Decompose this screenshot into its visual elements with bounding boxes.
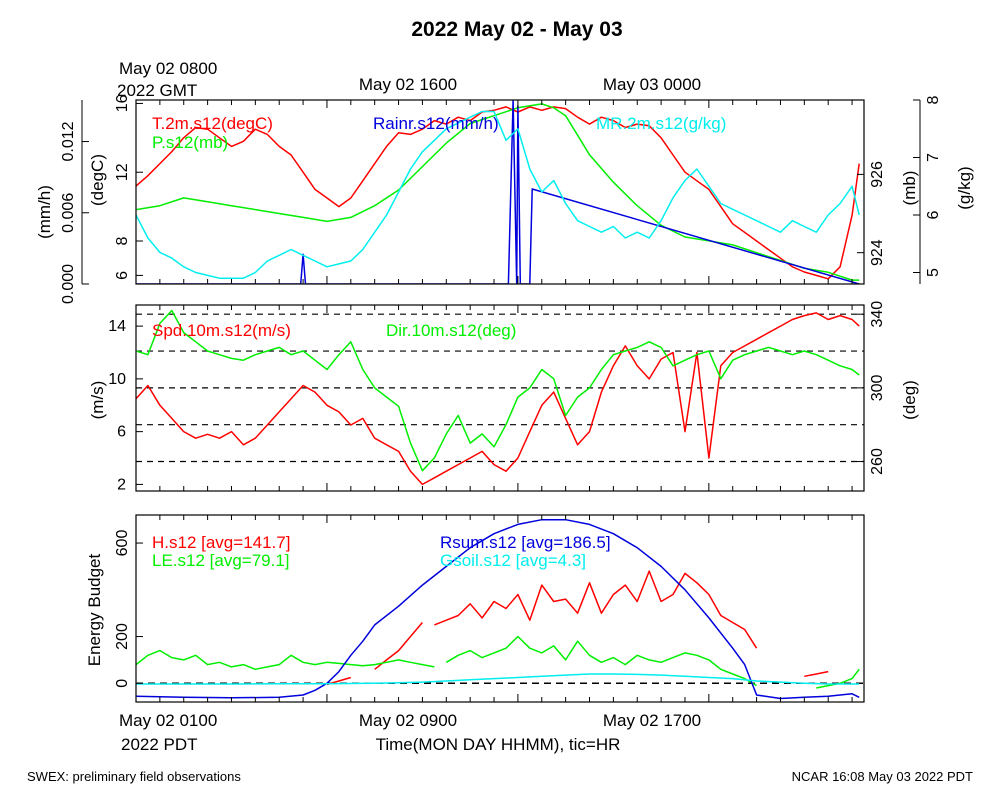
energy-tick-0: 0 — [114, 679, 131, 688]
rain-tick-0: 0.000 — [60, 264, 77, 304]
panel-frame-1 — [135, 304, 865, 492]
top-time-label-end: May 03 0000 — [603, 75, 701, 94]
mr-axis-label: (g/kg) — [955, 166, 974, 209]
legend-sensible-heat: H.s12 [avg=141.7] — [152, 533, 290, 552]
top-time-label-mid: May 02 1600 — [359, 75, 457, 94]
series-line-p3-1-seg-0 — [136, 649, 435, 671]
temp-tick-3: 16 — [114, 94, 131, 112]
energy-axis-label: Energy Budget — [85, 553, 104, 666]
rain-axis-label: (mm/h) — [35, 185, 54, 239]
dir-tick-2: 340 — [869, 301, 886, 328]
spd-tick-3: 14 — [108, 318, 126, 335]
energy-tick-2: 600 — [114, 530, 131, 557]
series-line-p1-2 — [136, 100, 860, 284]
mr-tick-0: 5 — [925, 268, 942, 277]
footer-left: SWEX: preliminary field observations — [27, 769, 241, 784]
series-line-p1-3 — [136, 110, 860, 279]
series-line-p1-0 — [136, 106, 860, 280]
x-axis-label: Time(MON DAY HHMM), tic=HR — [376, 735, 621, 754]
bottom-time-label-mid: May 02 0900 — [359, 711, 457, 730]
spd-tick-2: 10 — [108, 371, 126, 388]
legend-net-radiation: Rsum.s12 [avg=186.5] — [440, 533, 611, 552]
rain-tick-1: 0.006 — [60, 193, 77, 233]
spd-tick-0: 2 — [117, 476, 126, 493]
series-line-p3-0-seg-3 — [804, 670, 829, 678]
series-line-p3-3 — [136, 673, 860, 685]
top-time-label-start: May 02 0800 — [119, 59, 217, 78]
dir-axis-label: (deg) — [900, 380, 919, 420]
chart-title: 2022 May 02 - May 03 — [411, 18, 622, 41]
bottom-time-label-start: May 02 0100 — [119, 711, 217, 730]
legend-mixing-ratio: MR.2m.s12(g/kg) — [596, 114, 726, 133]
legend-pressure: P.s12(mb) — [152, 133, 228, 152]
series-line-p1-1 — [136, 103, 860, 281]
legend-wind-direction: Dir.10m.s12(deg) — [386, 321, 516, 340]
legend-latent-heat: LE.s12 [avg=79.1] — [152, 551, 290, 570]
rain-tick-2: 0.012 — [60, 121, 77, 161]
panel-bg-1 — [136, 305, 864, 491]
series-line-p3-2 — [136, 518, 860, 700]
footer-right: NCAR 16:08 May 03 2022 PDT — [792, 769, 973, 784]
series-line-p2-1 — [136, 309, 860, 472]
spd-tick-1: 6 — [117, 424, 126, 441]
temp-axis-label: (degC) — [88, 154, 107, 206]
data-series — [136, 100, 864, 700]
mr-tick-1: 6 — [925, 210, 942, 219]
panel-backgrounds — [136, 100, 864, 702]
series-line-p2-0 — [136, 312, 860, 486]
legend-rain-rate: Rainr.s12(mm/h) — [373, 114, 499, 133]
dir-tick-1: 300 — [869, 374, 886, 401]
top-time-label-start-tz: 2022 GMT — [117, 81, 197, 100]
temp-tick-0: 6 — [114, 271, 131, 280]
mr-tick-3: 8 — [925, 95, 942, 104]
panel-frame-0 — [135, 99, 865, 285]
series-line-p3-1-seg-1 — [445, 635, 757, 687]
temp-tick-2: 12 — [114, 163, 131, 181]
bottom-time-label-start-tz: 2022 PDT — [121, 735, 198, 754]
energy-tick-1: 200 — [114, 623, 131, 650]
temp-tick-1: 8 — [114, 236, 131, 245]
pres-tick-1: 926 — [869, 161, 886, 188]
bottom-time-label-end: May 02 1700 — [603, 711, 701, 730]
legend-soil-heat: Gsoil.s12 [avg=4.3] — [440, 551, 586, 570]
dir-tick-0: 260 — [869, 448, 886, 475]
panel-frame-2 — [135, 514, 865, 703]
legend-wind-speed: Spd.10m.s12(m/s) — [152, 321, 291, 340]
panel-frames — [135, 99, 865, 703]
axes — [81, 99, 921, 684]
pres-tick-0: 924 — [869, 239, 886, 266]
legend-temperature: T.2m.s12(degC) — [152, 114, 273, 133]
pres-axis-label: (mb) — [900, 171, 919, 206]
spd-axis-label: (m/s) — [88, 381, 107, 420]
mr-tick-2: 7 — [925, 153, 942, 162]
series-line-p3-0-seg-2 — [434, 570, 758, 649]
panel-bg-2 — [136, 515, 864, 702]
